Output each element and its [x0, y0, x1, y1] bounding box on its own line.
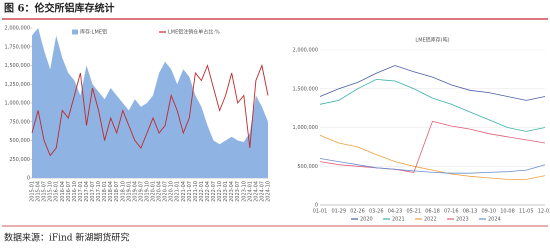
y-tick-label: 2,000,000: [293, 48, 318, 54]
x-tick-label: 2023-01: [223, 181, 229, 202]
x-tick-label: 2019-01: [126, 181, 132, 202]
x-tick-label: 2018-07: [114, 181, 120, 202]
x-tick-label: 2016-04: [60, 181, 66, 202]
x-tick-label: 2024-10: [266, 181, 272, 202]
y-tick-label: 1,500,000: [293, 86, 318, 92]
x-tick-label: 2017-04: [84, 181, 90, 202]
chart-title: LME铝库存(吨): [415, 37, 449, 44]
x-tick-label: 01-29: [331, 209, 346, 215]
x-tick-label: 2019-04: [132, 181, 138, 202]
page-title: 图 6：伦交所铝库存统计: [4, 2, 114, 15]
y-tick-label: 1,750,000: [5, 44, 30, 50]
x-tick-label: 2021-01: [175, 181, 181, 202]
legend-label: 2022: [424, 217, 437, 223]
x-tick-label: 2023-04: [229, 181, 235, 202]
source: 数据来源：iFind 新湖期货研究: [4, 232, 129, 244]
x-tick-label: 2015-10: [48, 181, 54, 202]
x-tick-label: 2015-01: [30, 181, 36, 202]
x-tick-label: 10-08: [500, 209, 515, 215]
x-tick-label: 2015-04: [36, 181, 42, 202]
y-tick-label: 500,000: [9, 138, 30, 144]
x-tick-label: 2018-04: [108, 181, 114, 202]
x-tick-label: 09-10: [481, 209, 496, 215]
area: [32, 28, 268, 178]
x-tick-label: 2024-01: [247, 181, 253, 202]
legend-label: LME铝注销仓单占比:%: [168, 29, 220, 36]
line: [319, 134, 546, 180]
y-tick-label: 0: [27, 176, 30, 182]
legend-label: 2024: [488, 217, 501, 223]
x-tick-label: 07-16: [444, 209, 459, 215]
x-tick-label: 2018-01: [102, 181, 108, 202]
x-tick-label: 2024-04: [253, 181, 259, 202]
x-tick-label: 2016-01: [54, 181, 60, 202]
y-tick-label: 1,500,000: [5, 63, 30, 69]
x-tick-label: 11-05: [519, 209, 534, 215]
x-tick-label: 2021-10: [193, 181, 199, 202]
x-tick-label: 03-26: [369, 209, 384, 215]
legend-label: 2021: [392, 217, 405, 223]
x-tick-label: 2016-07: [66, 181, 72, 202]
x-tick-label: 06-18: [425, 209, 440, 215]
x-tick-label: 01-01: [313, 209, 328, 215]
x-tick-label: 2022-10: [217, 181, 223, 202]
y-tick-label: 500,000: [297, 164, 318, 170]
legend-label: 库存:LME铝: [80, 29, 107, 36]
x-tick-label: 2023-10: [241, 181, 247, 202]
x-tick-label: 05-21: [406, 209, 421, 215]
line: [319, 120, 546, 173]
line: [31, 63, 269, 157]
x-tick-label: 2017-01: [78, 181, 84, 202]
line: [319, 158, 546, 174]
x-tick-label: 2022-04: [205, 181, 211, 202]
x-tick-label: 2018-10: [120, 181, 126, 202]
x-tick-label: 02-26: [350, 209, 365, 215]
x-tick-label: 04-23: [388, 209, 403, 215]
x-tick-label: 2015-07: [42, 181, 48, 202]
y-tick-label: 1,000,000: [5, 101, 30, 107]
y-tick-label: 2,000,000: [5, 26, 30, 32]
legend-label: 2020: [360, 217, 373, 223]
x-tick-label: 2023-07: [235, 181, 241, 202]
x-tick-label: 2022-01: [199, 181, 205, 202]
x-tick-label: 2024-07: [259, 181, 265, 202]
legend-label: 2023: [456, 217, 469, 223]
legend-swatch: [72, 29, 78, 35]
x-tick-label: 12-03: [538, 209, 550, 215]
x-tick-label: 2021-04: [181, 181, 187, 202]
x-tick-label: 2019-10: [144, 181, 150, 202]
x-tick-label: 2019-07: [138, 181, 144, 202]
x-tick-label: 2022-07: [211, 181, 217, 202]
y-tick-label: 250,000: [9, 157, 30, 163]
x-tick-label: 2020-01: [151, 181, 157, 202]
y-tick-label: 1,250,000: [5, 82, 30, 88]
y-tick-label: 0: [315, 203, 318, 209]
x-tick-label: 2016-10: [72, 181, 78, 202]
y-tick-label: 750,000: [9, 119, 30, 125]
x-tick-label: 2020-10: [169, 181, 175, 202]
x-tick-label: 2017-10: [96, 181, 102, 202]
x-tick-label: 2020-07: [163, 181, 169, 202]
x-tick-label: 08-13: [463, 209, 478, 215]
line: [319, 65, 546, 101]
x-tick-label: 2017-07: [90, 181, 96, 202]
x-tick-label: 2020-04: [157, 181, 163, 202]
line: [319, 78, 546, 132]
x-tick-label: 2021-07: [187, 181, 193, 202]
y-tick-label: 1,000,000: [293, 125, 318, 131]
